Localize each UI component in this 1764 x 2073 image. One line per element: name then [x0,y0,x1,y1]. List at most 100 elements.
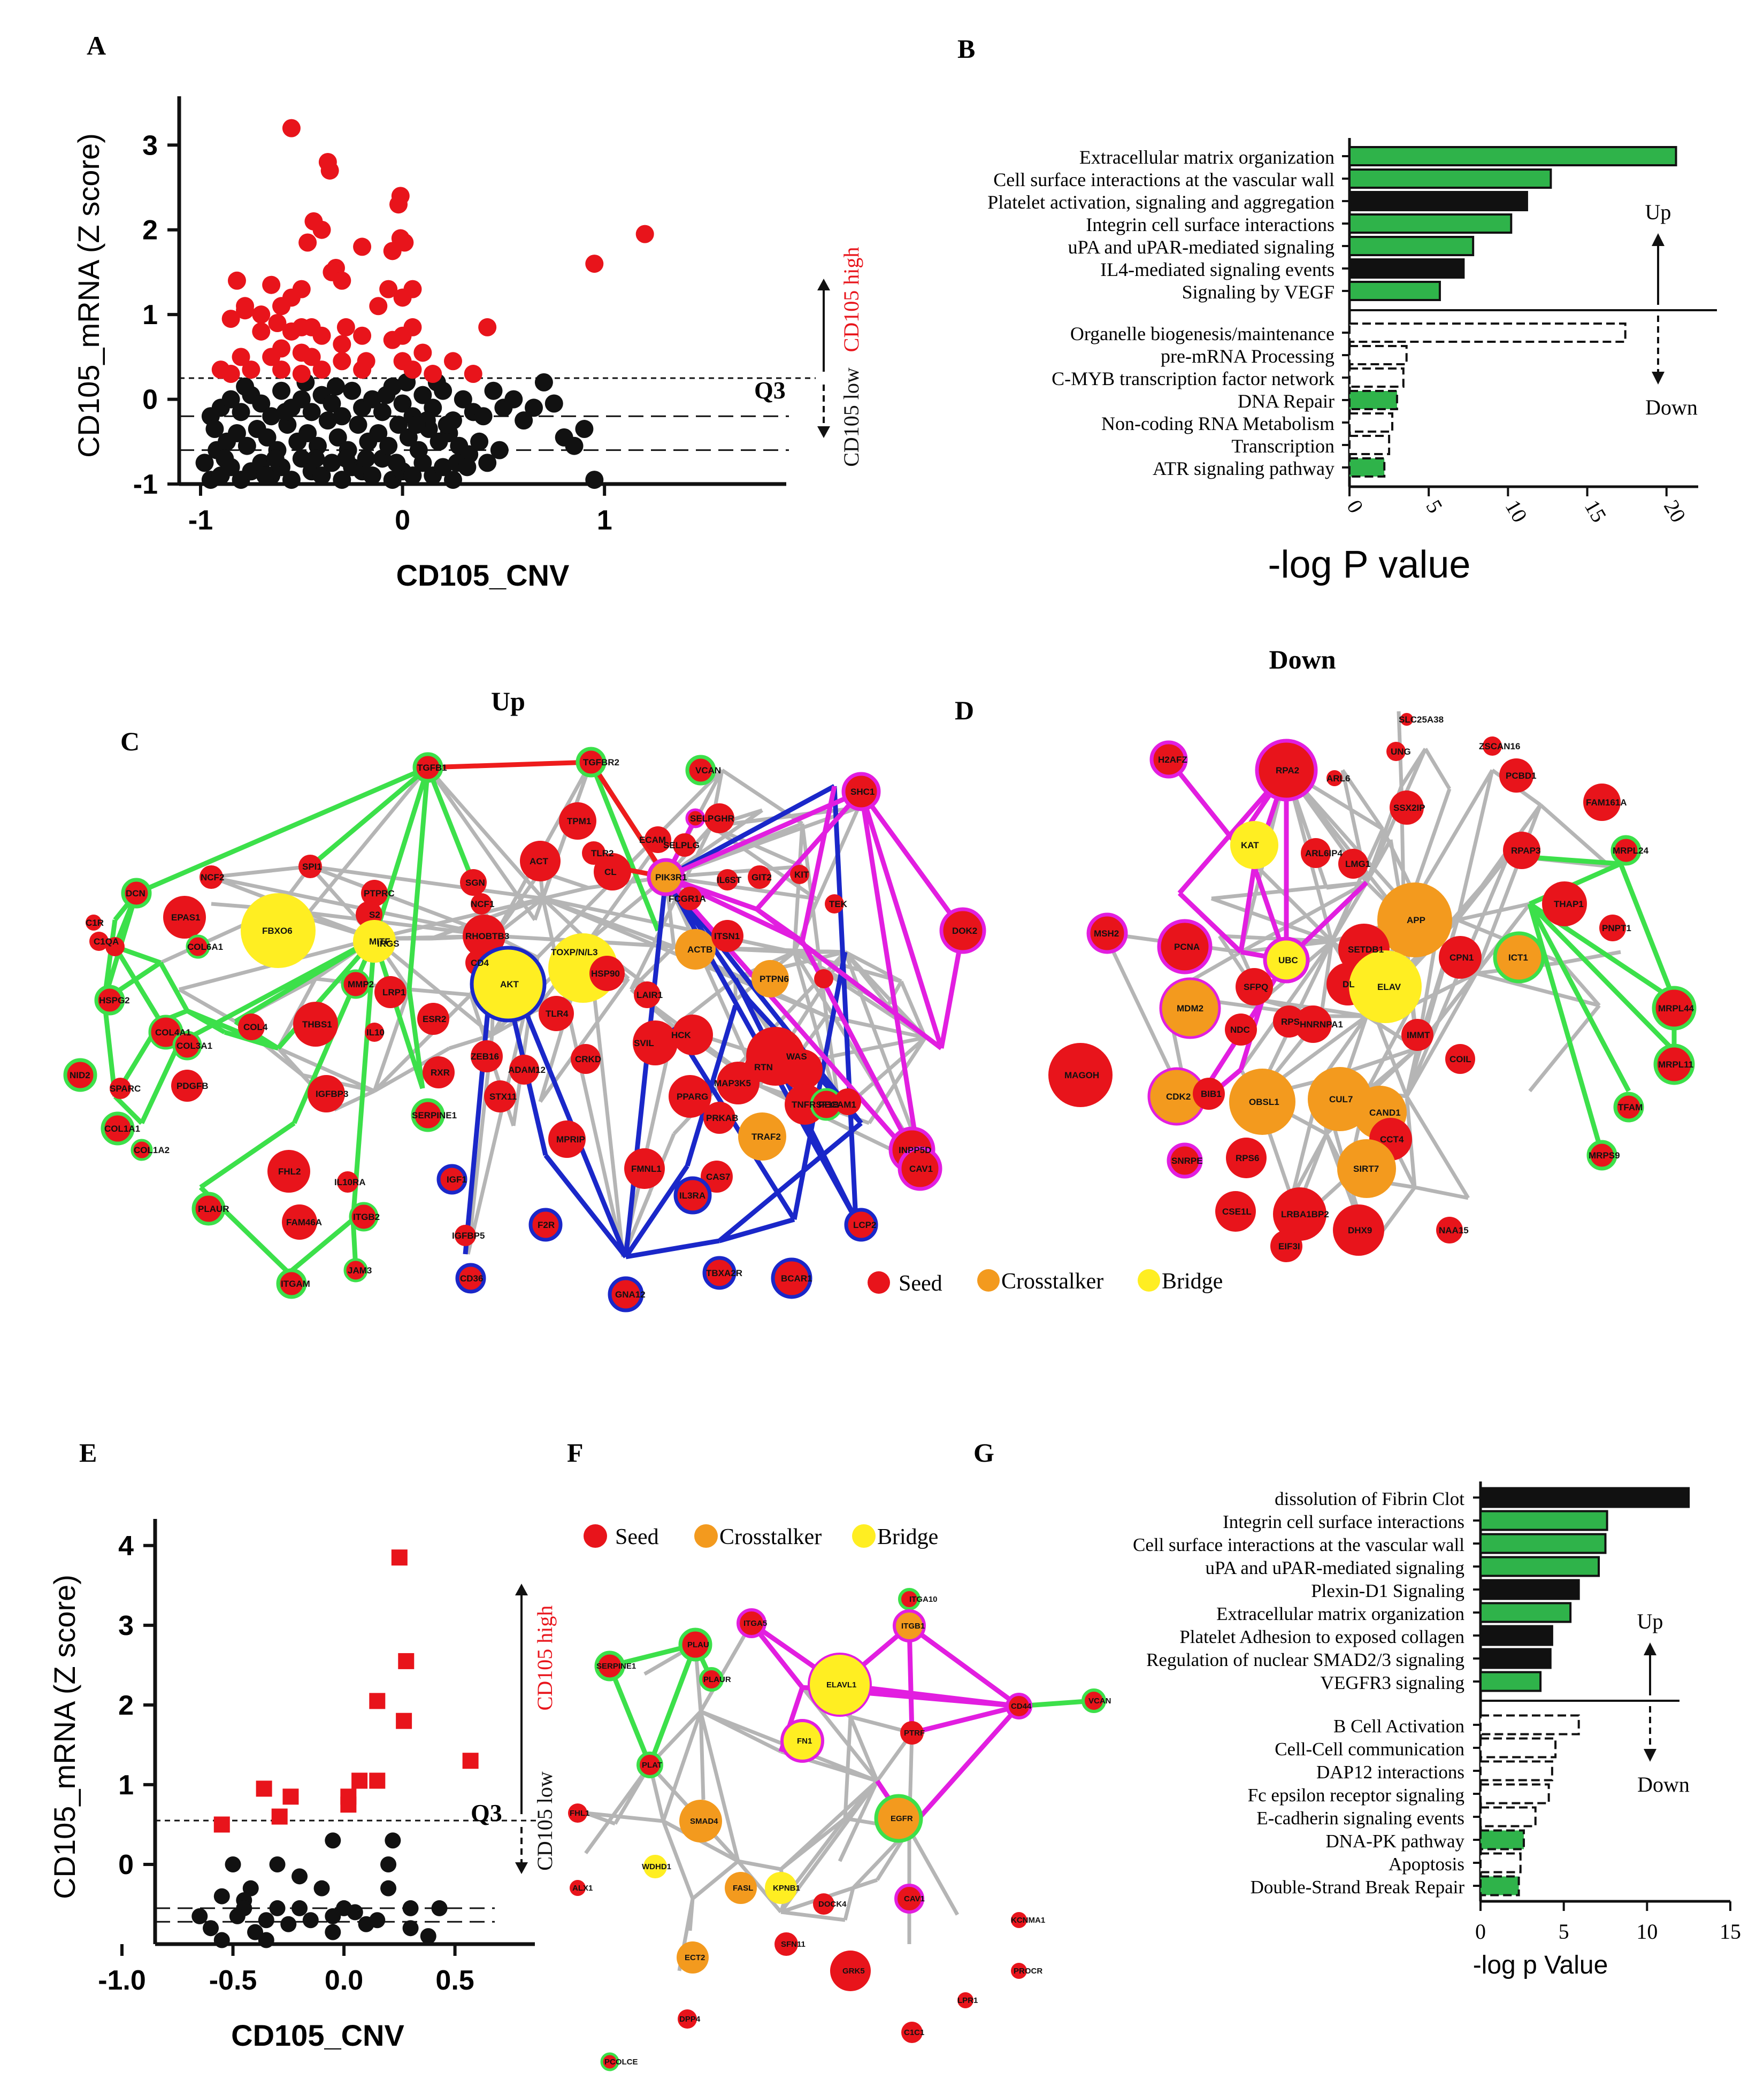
node-slc25a38 [1400,713,1413,726]
node-pnpt1 [1599,915,1626,941]
svg-text:RHOBTB3: RHOBTB3 [465,931,509,941]
data-point-low [269,1900,286,1916]
node-dcn [121,878,152,909]
svg-text:NCF2: NCF2 [201,872,224,882]
node-serpine1-f [594,1650,625,1682]
node-ptrf [900,1721,924,1745]
bar-label: Fc epsilon receptor signaling [1248,1785,1464,1806]
node-pdgfb [171,1070,203,1102]
svg-text:PTRF: PTRF [904,1729,925,1738]
data-point-low [302,1912,319,1929]
data-point-low [443,471,462,489]
node-ptprc [361,880,388,907]
data-point-low [325,1908,341,1924]
data-point-low [213,1932,230,1948]
data-point-low [504,390,523,409]
data-point-high [413,343,432,362]
legend-f-seed-label: Seed [615,1525,659,1549]
network-c-nodes [63,747,986,1312]
data-point-high [383,242,402,260]
svg-text:TLR4: TLR4 [546,1009,569,1019]
data-point-low [242,1880,259,1897]
x-tick-label: 5 [1559,1920,1569,1944]
legend-f-bridge-marker [852,1524,876,1548]
svg-text:H2AFZ: H2AFZ [1158,755,1187,765]
data-point-low [534,373,553,391]
x-tick-label: 15 [1580,496,1612,526]
node-hnrnpa1 [1294,1005,1332,1043]
node-procr [1011,1963,1027,1979]
data-point-high [282,119,301,137]
panel-label-c: C [120,726,140,756]
data-point-high [464,365,482,383]
x-tick-label: 0.0 [325,1965,363,1996]
svg-text:ITSN1: ITSN1 [714,931,740,941]
data-point-high [262,275,281,294]
svg-text:PCOLCE: PCOLCE [604,2057,638,2067]
svg-text:PIK3R1: PIK3R1 [655,872,687,882]
data-point-high [462,1753,479,1769]
svg-text:C1QA: C1QA [94,936,119,947]
svg-text:ELAV: ELAV [1377,982,1401,992]
bar-up [1479,1487,1690,1508]
data-point-low [380,1880,397,1897]
svg-text:CDK2: CDK2 [1166,1092,1191,1102]
data-point-low [363,390,381,409]
node-vcan [685,755,716,786]
node-ghr [704,803,734,833]
node-magoh [1048,1043,1113,1107]
svg-text:FBXO6: FBXO6 [262,926,293,936]
node-igfbp5 [455,1225,476,1246]
legend-f-crosstalker-marker [694,1524,718,1548]
svg-text:ECT2: ECT2 [685,1953,705,1962]
data-point-low [458,458,477,477]
arrow-up-head [817,279,830,290]
bar-label: Regulation of nuclear SMAD2/3 signaling [1146,1649,1464,1670]
svg-text:TFAM: TFAM [1618,1102,1643,1112]
node-cav1-f [894,1884,924,1914]
node-chck [672,1015,713,1055]
svg-text:LPR1: LPR1 [957,1996,978,2005]
node-tek [825,894,844,913]
legend-cd: Seed Crosstalker Bridge [868,1269,1223,1296]
svg-text:EIF3I: EIF3I [1278,1241,1300,1252]
data-point-high [272,297,291,316]
svg-text:HNRNPA1: HNRNPA1 [1300,1019,1343,1030]
svg-text:COIL: COIL [1449,1054,1471,1064]
data-point-high [336,318,355,336]
data-point-high [292,365,311,383]
legend-f-bridge-label: Bridge [877,1525,938,1549]
y-tick-label: 0 [118,1849,134,1880]
svg-text:IL3RA: IL3RA [679,1191,705,1201]
node-eif3i [1270,1230,1302,1262]
node-sgn [460,869,487,896]
svg-text:WAS: WAS [786,1051,807,1062]
svg-text:SERPINE1: SERPINE1 [412,1110,457,1120]
bar-up [1479,1510,1608,1531]
svg-text:TEK: TEK [829,899,848,909]
svg-text:PPARG: PPARG [677,1092,708,1102]
arrow-up-head [515,1584,528,1595]
y-axis-title: CD105_mRNA (Z score) [48,1575,81,1899]
bar-up [1479,1625,1553,1646]
node-akt1 [470,946,547,1023]
bar-label: ATR signaling pathway [1153,458,1334,479]
node-vcan-f [1082,1688,1106,1713]
svg-text:ECAM: ECAM [639,835,666,845]
data-point-high [236,301,255,320]
node-jam3 [343,1258,368,1283]
data-point-low [205,420,224,439]
data-point-low [431,1900,448,1916]
y-tick-label: 3 [118,1610,134,1641]
node-ict1 [1493,931,1545,984]
data-point-low [298,424,317,442]
arrow-up-head [1652,233,1665,246]
svg-text:LRBA1BP2: LRBA1BP2 [1281,1209,1329,1219]
bar-label: Integrin cell surface interactions [1086,214,1334,235]
data-point-low [232,403,250,421]
data-point-low [363,466,381,485]
data-point-low [434,458,452,477]
bar-up [1348,258,1465,279]
svg-text:ALX1: ALX1 [572,1884,593,1893]
network-d-node-labels: SLC25A38 ZSCAN16 UNG RPA2 H2AFZ ARL6 SSX2IP P… [1064,715,1694,1252]
